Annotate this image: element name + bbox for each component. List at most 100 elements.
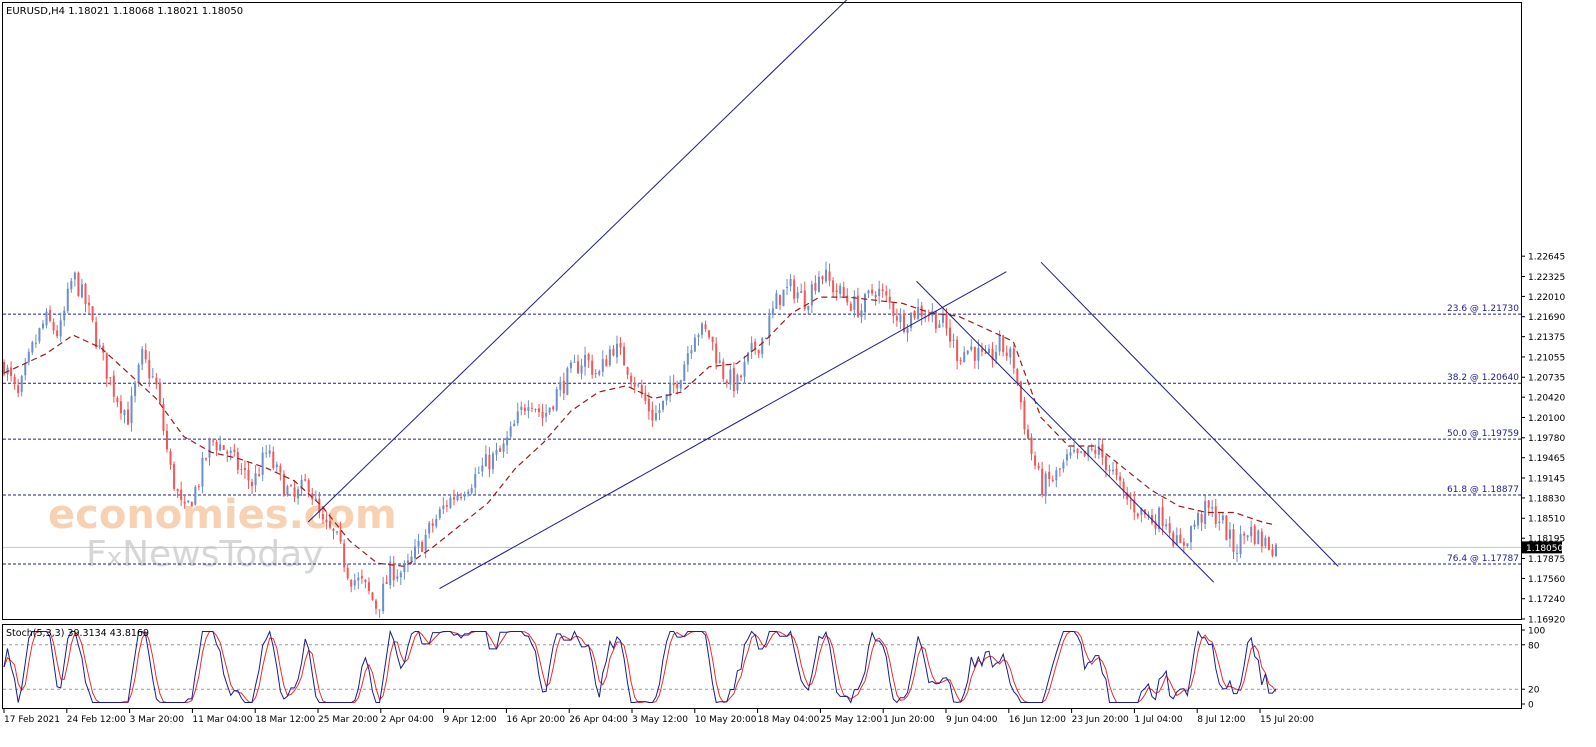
candle-body: [1069, 452, 1072, 456]
candle-body: [630, 375, 633, 383]
price-tick-label: 1.19780: [1528, 434, 1565, 444]
candle-body: [587, 354, 590, 361]
candle-body: [180, 489, 183, 500]
candle-body: [95, 322, 98, 348]
candle-body: [350, 579, 353, 587]
candle-body: [208, 439, 211, 458]
candle-body: [541, 411, 544, 418]
candle-body: [878, 288, 881, 296]
candle-body: [353, 580, 356, 586]
candle-body: [378, 609, 381, 611]
candle-body: [38, 328, 41, 342]
candle-body: [123, 410, 126, 416]
candle-body: [1186, 543, 1189, 547]
candle-body: [803, 290, 806, 310]
candle-body: [722, 361, 725, 379]
candle-body: [679, 380, 682, 389]
candle-body: [892, 303, 895, 316]
candle-body: [1034, 455, 1037, 466]
current-price-box: [1522, 541, 1562, 554]
time-tick-label: 25 May 12:00: [820, 715, 882, 725]
candle-body: [810, 284, 813, 306]
candle-body: [991, 348, 994, 360]
candle-body: [318, 498, 321, 513]
candle-body: [1236, 552, 1239, 554]
candle-body: [1165, 524, 1168, 527]
candle-body: [194, 486, 197, 505]
candle-body: [1264, 537, 1267, 546]
candle-body: [293, 487, 296, 497]
candle-body: [708, 330, 711, 338]
candle-body: [523, 407, 526, 412]
candle-body: [346, 567, 349, 579]
candle-body: [1073, 449, 1076, 452]
candle-body: [212, 440, 215, 442]
candle-body: [874, 294, 877, 298]
candle-body: [219, 444, 222, 451]
time-tick-label: 1 Jun 20:00: [883, 715, 935, 725]
candle-body: [701, 323, 704, 335]
candle-body: [321, 514, 324, 520]
fib-level-label: 61.8 @ 1.18877: [1447, 485, 1519, 495]
candle-body: [1158, 507, 1161, 530]
watermark-x: x: [107, 543, 122, 573]
stoch-panel-frame: [2, 624, 1522, 709]
candle-body: [1257, 530, 1260, 545]
candle-body: [1239, 534, 1242, 555]
candle-body: [998, 334, 1001, 352]
candle-body: [623, 346, 626, 366]
candle-body: [839, 285, 842, 294]
candle-body: [1182, 542, 1185, 546]
price-tick-label: 1.22010: [1528, 293, 1565, 303]
candle-body: [729, 369, 732, 385]
candle-body: [725, 380, 728, 384]
price-tick-label: 1.20735: [1528, 374, 1565, 384]
candle-body: [615, 343, 618, 358]
candle-body: [222, 445, 225, 450]
candle-body: [17, 385, 20, 393]
time-tick-label: 23 Jun 20:00: [1072, 715, 1129, 725]
candle-body: [747, 352, 750, 362]
candle-body: [739, 375, 742, 378]
candle-body: [1062, 462, 1065, 469]
candle-body: [559, 382, 562, 390]
stoch-tick-label: 0: [1528, 701, 1534, 711]
candle-body: [286, 486, 289, 495]
candle-body: [307, 480, 310, 493]
candle-body: [520, 406, 523, 410]
candle-body: [1129, 500, 1132, 502]
candle-body: [605, 359, 608, 367]
candle-body: [665, 394, 668, 401]
candle-body: [13, 376, 16, 384]
candle-body: [513, 423, 516, 427]
candle-body: [1087, 446, 1090, 456]
candle-body: [495, 449, 498, 455]
candle-body: [98, 345, 101, 348]
candle-body: [360, 575, 363, 579]
candle-body: [151, 376, 154, 378]
candle-body: [686, 353, 689, 365]
candle-body: [403, 564, 406, 572]
candle-body: [952, 339, 955, 341]
candle-body: [651, 409, 654, 421]
candle-body: [155, 377, 158, 385]
candle-body: [910, 312, 913, 328]
candle-body: [672, 382, 675, 386]
time-tick-label: 16 Apr 20:00: [506, 715, 565, 725]
candle-body: [484, 454, 487, 467]
candle-body: [279, 466, 282, 473]
candle-body: [474, 474, 477, 488]
price-tick-label: 1.17560: [1528, 575, 1565, 585]
price-tick-label: 1.17875: [1528, 555, 1565, 565]
candle-body: [162, 403, 165, 431]
candle-body: [84, 284, 87, 305]
candle-body: [265, 452, 268, 454]
candle-body: [970, 346, 973, 350]
candle-body: [367, 582, 370, 592]
stoch-signal-line: [3, 630, 1277, 704]
candle-body: [906, 328, 909, 334]
candle-body: [608, 349, 611, 366]
candle-body: [782, 289, 785, 307]
candle-body: [1058, 468, 1061, 470]
candle-body: [417, 541, 420, 547]
